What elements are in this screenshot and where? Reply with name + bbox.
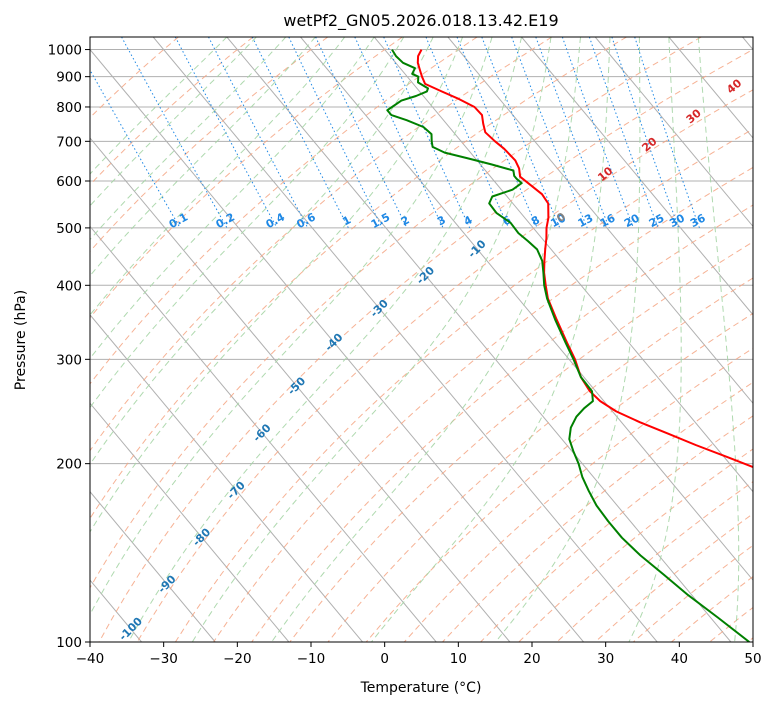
dry-adiabat-line [90, 37, 627, 520]
mixing-ratio-line [561, 37, 634, 229]
isotherm-line [90, 314, 363, 642]
y-tick-label: 400 [56, 278, 82, 294]
x-tick-label: 10 [450, 651, 467, 667]
mixing-ratio-label: 10 [548, 211, 568, 230]
dry-adiabat-line [90, 37, 478, 385]
x-tick-label: 40 [671, 651, 688, 667]
y-tick-label: 900 [56, 70, 82, 86]
chart-title: wetPf2_GN05.2026.018.13.42.E19 [283, 11, 558, 31]
moist-adiabat-line [191, 37, 552, 642]
y-tick-label: 700 [56, 134, 82, 150]
moist-adiabat-line [90, 37, 375, 360]
mixing-ratio-label: 25 [647, 211, 667, 230]
x-tick-label: −10 [297, 651, 326, 667]
isotherm-line [90, 225, 437, 642]
mixing-ratio-line [456, 37, 538, 229]
isotherm-line [90, 137, 511, 642]
isotherm-line [373, 37, 753, 493]
mixing-ratio-label: 16 [598, 211, 618, 230]
mixing-ratio-line [588, 37, 659, 229]
y-axis-label: Pressure (hPa) [13, 290, 29, 390]
mixing-ratio-line [611, 37, 680, 229]
axis-ticks: −40 −30 −20 −10 0 10 20 30 40 50 100 200 300 400 500 60… [48, 43, 762, 667]
dry-adiabat-line [327, 277, 753, 642]
mixing-ratio-line [383, 37, 471, 229]
y-tick-label: 800 [56, 100, 82, 116]
moist-adiabat-line [271, 37, 581, 642]
y-tick-label: 200 [56, 457, 82, 473]
dry-adiabat-line [90, 37, 403, 319]
x-tick-label: 30 [597, 651, 614, 667]
mixing-ratio-label: 20 [622, 211, 642, 230]
y-tick-label: 500 [56, 221, 82, 237]
moist-adiabat-line [127, 37, 522, 642]
dry-adiabat-line [90, 37, 702, 589]
mixing-ratio-line [481, 37, 561, 229]
dry-adiabat-line [365, 312, 753, 642]
isotherm-line [594, 37, 753, 228]
moist-adiabat-line [371, 37, 611, 642]
dry-adiabat-line [403, 347, 753, 642]
isotherm-line [521, 37, 753, 316]
mixing-ratio-label: 30 [667, 211, 687, 230]
dry-adiabat-line [442, 381, 753, 642]
y-tick-label: 1000 [48, 43, 82, 59]
mixing-ratio-line [121, 37, 228, 229]
isotherm-line [90, 490, 216, 642]
plot-frame [89, 36, 754, 643]
moist-adiabat-line [90, 37, 346, 316]
temperature-profile [416, 49, 753, 469]
isotherm-line [226, 37, 732, 642]
mixing-ratio-label: 36 [688, 211, 708, 230]
moist-adiabat-line [90, 37, 316, 277]
mixing-ratio-line [425, 37, 510, 229]
moist-adiabat-line [90, 37, 493, 616]
x-tick-label: 0 [380, 651, 389, 667]
mixing-ratio-line [511, 37, 588, 229]
plot-area: 0.1 0.2 0.4 0.6 1 1.5 2 3 4 6 8 10 13 16 20 25 30 36-100-… [90, 37, 753, 642]
mixing-ratio-label: 13 [576, 211, 596, 230]
x-tick-label: 20 [523, 651, 540, 667]
dry-adiabat-line [90, 37, 179, 119]
dewpoint-profile [386, 49, 750, 642]
y-tick-label: 100 [56, 635, 82, 651]
mixing-ratio-line [251, 37, 349, 229]
x-axis-label: Temperature (°C) [360, 680, 482, 696]
y-tick-label: 600 [56, 174, 82, 190]
moist-adiabat-line [697, 37, 740, 642]
x-tick-label: −40 [76, 651, 105, 667]
isotherm-line [90, 402, 290, 642]
isotherm-line [447, 37, 753, 405]
mixing-ratio-line [174, 37, 278, 229]
y-tick-label: 300 [56, 352, 82, 368]
x-tick-label: −30 [149, 651, 178, 667]
x-tick-label: 50 [744, 651, 761, 667]
moist-adiabat-line [90, 37, 405, 409]
isotherm-line [152, 37, 658, 642]
mixing-ratio-line [535, 37, 610, 229]
moist-adiabat-line [628, 37, 682, 642]
mixing-ratio-line [634, 37, 700, 229]
moist-adiabat-line [495, 37, 641, 642]
mixing-ratio-line [288, 37, 383, 229]
x-tick-label: −20 [223, 651, 252, 667]
moist-adiabat-line [90, 37, 464, 533]
isotherm-line [90, 48, 584, 642]
